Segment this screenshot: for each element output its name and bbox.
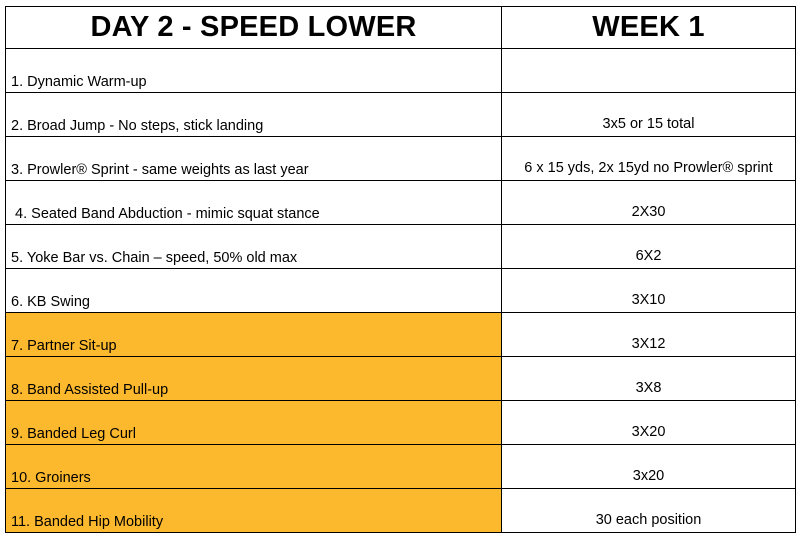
sets-cell: 30 each position [501, 488, 796, 533]
table-row: 5. Yoke Bar vs. Chain – speed, 50% old m… [5, 224, 796, 269]
sets-cell: 3X10 [501, 268, 796, 313]
table-row: 6. KB Swing 3X10 [5, 268, 796, 313]
table-row: 11. Banded Hip Mobility 30 each position [5, 488, 796, 533]
exercise-cell: 6. KB Swing [5, 268, 502, 313]
exercise-cell: 3. Prowler® Sprint - same weights as las… [5, 136, 502, 181]
workout-table: DAY 2 - SPEED LOWER WEEK 1 1. Dynamic Wa… [5, 6, 796, 533]
header-row: DAY 2 - SPEED LOWER WEEK 1 [5, 6, 796, 49]
sets-cell: 3x20 [501, 444, 796, 489]
table-row: 3. Prowler® Sprint - same weights as las… [5, 136, 796, 181]
table-row: 10. Groiners 3x20 [5, 444, 796, 489]
exercise-cell: 8. Band Assisted Pull-up [5, 356, 502, 401]
table-row: 7. Partner Sit-up 3X12 [5, 312, 796, 357]
sets-cell: 3x5 or 15 total [501, 92, 796, 137]
sets-cell: 3X12 [501, 312, 796, 357]
sets-cell: 6X2 [501, 224, 796, 269]
exercise-cell: 10. Groiners [5, 444, 502, 489]
table-row: 9. Banded Leg Curl 3X20 [5, 400, 796, 445]
exercise-cell: 2. Broad Jump - No steps, stick landing [5, 92, 502, 137]
sets-cell: 6 x 15 yds, 2x 15yd no Prowler® sprint [501, 136, 796, 181]
table-row: 8. Band Assisted Pull-up 3X8 [5, 356, 796, 401]
sets-cell: 2X30 [501, 180, 796, 225]
table-row: 4. Seated Band Abduction - mimic squat s… [5, 180, 796, 225]
week-title: WEEK 1 [501, 6, 796, 49]
exercise-cell: 1. Dynamic Warm-up [5, 48, 502, 93]
sets-cell: 3X20 [501, 400, 796, 445]
exercise-cell: 7. Partner Sit-up [5, 312, 502, 357]
table-row: 1. Dynamic Warm-up [5, 48, 796, 93]
sets-cell: 3X8 [501, 356, 796, 401]
exercise-cell: 11. Banded Hip Mobility [5, 488, 502, 533]
exercise-cell: 5. Yoke Bar vs. Chain – speed, 50% old m… [5, 224, 502, 269]
table-row: 2. Broad Jump - No steps, stick landing … [5, 92, 796, 137]
exercise-cell: 4. Seated Band Abduction - mimic squat s… [5, 180, 502, 225]
exercise-cell: 9. Banded Leg Curl [5, 400, 502, 445]
sets-cell [501, 48, 796, 93]
day-title: DAY 2 - SPEED LOWER [5, 6, 502, 49]
